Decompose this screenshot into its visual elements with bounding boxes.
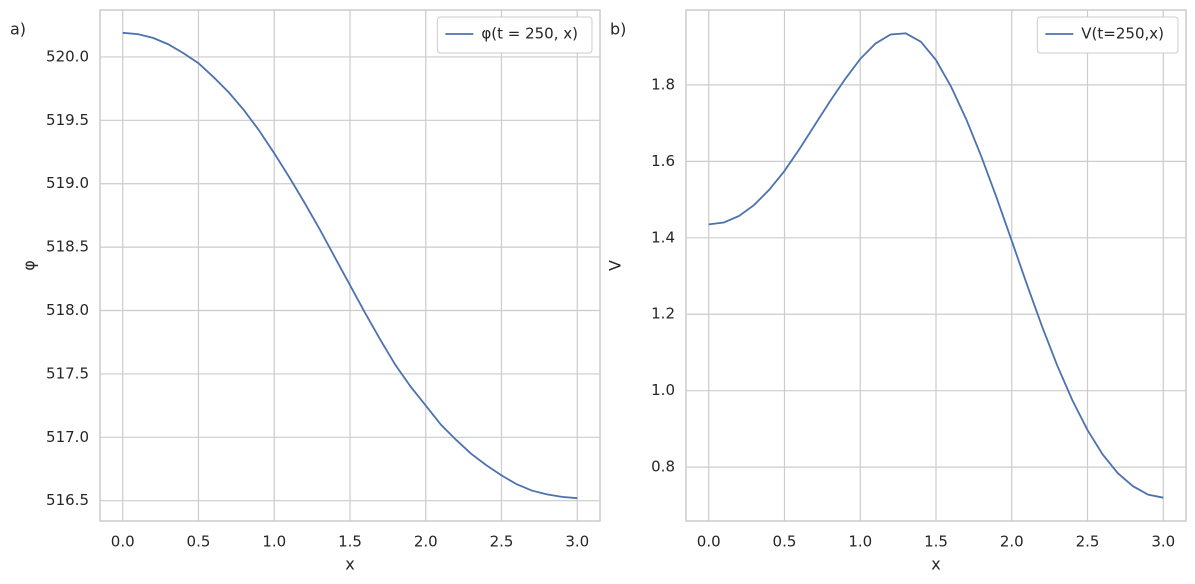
x-tick-label: 2.0 (1000, 533, 1024, 551)
y-tick-label: 519.0 (46, 174, 89, 192)
legend-box (1036, 16, 1179, 54)
x-tick-label: 3.0 (565, 533, 589, 551)
x-tick-label: 1.5 (338, 533, 362, 551)
x-tick-label: 1.0 (262, 533, 286, 551)
legend: V(t=250,x) (1036, 16, 1179, 54)
x-tick-label: 0.0 (697, 533, 721, 551)
panel-label: b) (610, 20, 626, 39)
y-tick-label: 1.4 (651, 228, 675, 246)
x-axis-label: x (345, 555, 354, 574)
x-tick-label: 2.0 (414, 533, 438, 551)
y-tick-label: 518.0 (46, 301, 89, 319)
x-tick-label: 3.0 (1151, 533, 1175, 551)
panel-label: a) (10, 20, 26, 39)
legend-label: V(t=250,x) (1081, 25, 1164, 43)
legend-box (436, 16, 593, 54)
y-tick-label: 1.8 (651, 75, 675, 93)
subplot: 0.0 0.5 1.0 1.5 2.0 2.5 3.0 516.5 517.0 517.5 518.… (10, 9, 601, 574)
y-tick-label: 516.5 (46, 491, 89, 509)
y-axis-label: φ (20, 260, 39, 271)
y-tick-label: 519.5 (46, 111, 89, 129)
y-axis-label: V (606, 260, 625, 271)
legend: φ(t = 250, x) (436, 16, 593, 54)
y-tick-label: 517.5 (46, 364, 89, 382)
axes-frame (99, 9, 601, 522)
x-axis-label: x (931, 555, 940, 574)
y-tick-label: 1.6 (651, 152, 675, 170)
data-line (708, 32, 1164, 499)
x-tick-label: 0.5 (773, 533, 797, 551)
y-tick-label: 0.8 (651, 458, 675, 476)
y-tick-label: 1.2 (651, 305, 675, 323)
x-tick-label: 1.0 (848, 533, 872, 551)
x-tick-label: 1.5 (924, 533, 948, 551)
x-tick-label: 2.5 (1076, 533, 1100, 551)
x-tick-label: 0.0 (111, 533, 135, 551)
axes-frame (685, 9, 1187, 522)
y-tick-label: 517.0 (46, 428, 89, 446)
subplot: 0.0 0.5 1.0 1.5 2.0 2.5 3.0 0.8 1.0 1.2 1.4 1.6 1.8 x… (606, 9, 1187, 574)
x-tick-label: 2.5 (490, 533, 514, 551)
y-tick-label: 1.0 (651, 381, 675, 399)
y-tick-label: 518.5 (46, 238, 89, 256)
data-line (122, 31, 578, 500)
legend-label: φ(t = 250, x) (481, 25, 578, 43)
x-tick-label: 0.5 (187, 533, 211, 551)
y-tick-label: 520.0 (46, 47, 89, 65)
